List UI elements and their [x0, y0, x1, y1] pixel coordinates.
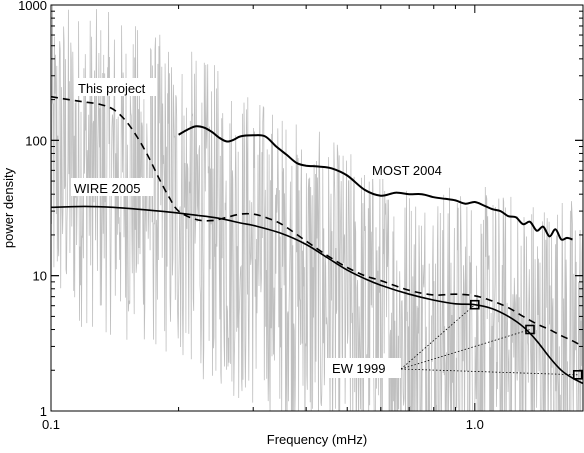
- label-wire-2005: WIRE 2005: [71, 178, 153, 196]
- ew-1999-marker-0: [469, 299, 480, 310]
- label-ew-1999-text: EW 1999: [332, 361, 385, 376]
- y-tick-label: 1000: [18, 0, 47, 13]
- series-this-project-line: [51, 95, 583, 348]
- x-tick-label: 0.1: [42, 417, 60, 432]
- label-most-2004: MOST 2004: [368, 159, 484, 179]
- label-this-project-text: This project: [78, 81, 146, 96]
- label-this-project: This project: [75, 78, 157, 96]
- x-axis-ticks: 0.1 1.0: [42, 5, 484, 432]
- y-tick-label: 10: [33, 269, 47, 284]
- ew-1999-marker-1: [525, 324, 535, 335]
- y-axis-ticks: 1 10 100 1000: [18, 0, 583, 419]
- y-axis-label: power density: [1, 167, 16, 248]
- ew-1999-markers: [469, 299, 583, 380]
- ew-1999-leader-lines: [400, 304, 578, 376]
- noise-spectrum-line: [51, 5, 583, 411]
- x-tick-label: 1.0: [466, 417, 484, 432]
- series-most-2004-line: [178, 125, 573, 241]
- ew-1999-marker-2: [572, 369, 583, 380]
- plot-frame: [50, 4, 584, 412]
- ew-1999-leader-0: [400, 304, 476, 370]
- noise-spectrum: [51, 5, 583, 411]
- ew-1999-leader-2: [400, 368, 578, 376]
- label-wire-2005-text: WIRE 2005: [74, 181, 140, 196]
- y-tick-label: 100: [25, 133, 47, 148]
- y-tick-label: 1: [40, 404, 47, 419]
- label-ew-1999: EW 1999: [325, 358, 401, 378]
- x-axis-label: Frequency (mHz): [267, 432, 367, 447]
- label-most-2004-text: MOST 2004: [372, 163, 442, 178]
- ew-1999-leader-1: [400, 329, 531, 370]
